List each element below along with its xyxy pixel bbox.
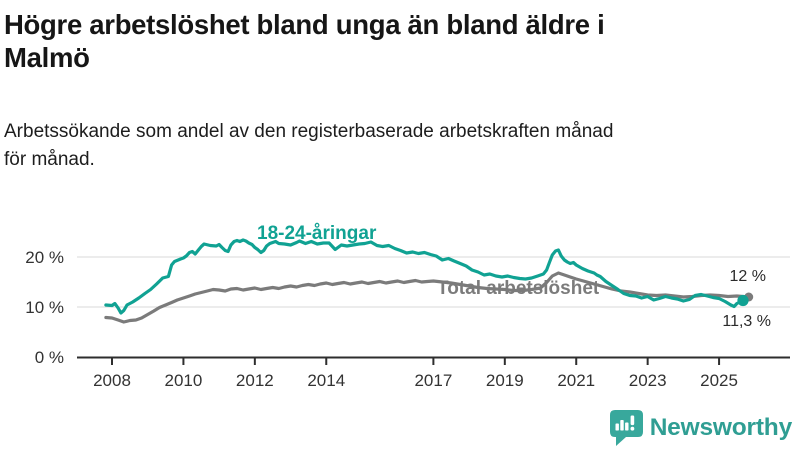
- series-label-total: Total arbetslöshet: [437, 278, 600, 299]
- subtitle-line-2: för månad.: [4, 149, 95, 170]
- newsworthy-logo-text: Newsworthy: [649, 414, 793, 441]
- x-tick-label: 2008: [93, 371, 131, 390]
- x-tick-label: 2019: [486, 371, 524, 390]
- x-tick-label: 2012: [236, 371, 274, 390]
- end-value-label-total: 12 %: [730, 268, 766, 285]
- title-line-1: Högre arbetslöshet bland unga än bland ä…: [4, 9, 605, 40]
- series-line-total: [104, 271, 751, 324]
- series-label-young: 18-24-åringar: [257, 223, 377, 244]
- newsworthy-logo-icon: [609, 410, 643, 446]
- x-tick-label: 2014: [307, 371, 345, 390]
- x-tick-label: 2021: [557, 371, 595, 390]
- newsworthy-logo[interactable]: Newsworthy: [609, 410, 793, 446]
- series-end-dot: [737, 294, 749, 307]
- y-tick-label: 0 %: [35, 348, 64, 367]
- y-tick-label: 10 %: [25, 298, 64, 317]
- x-tick-label: 2023: [629, 371, 667, 390]
- end-value-label-young: 11,3 %: [722, 313, 771, 330]
- chart-subtitle: Arbetssökande som andel av den registerb…: [4, 118, 613, 174]
- page-title: Högre arbetslöshet bland unga än bland ä…: [4, 8, 605, 74]
- x-tick-label: 2017: [414, 371, 452, 390]
- x-tick-label: 2025: [700, 371, 738, 390]
- title-line-2: Malmö: [4, 42, 90, 73]
- y-tick-label: 20 %: [25, 248, 64, 267]
- series-line-young: [104, 238, 745, 315]
- subtitle-line-1: Arbetssökande som andel av den registerb…: [4, 121, 614, 142]
- x-tick-label: 2010: [165, 371, 203, 390]
